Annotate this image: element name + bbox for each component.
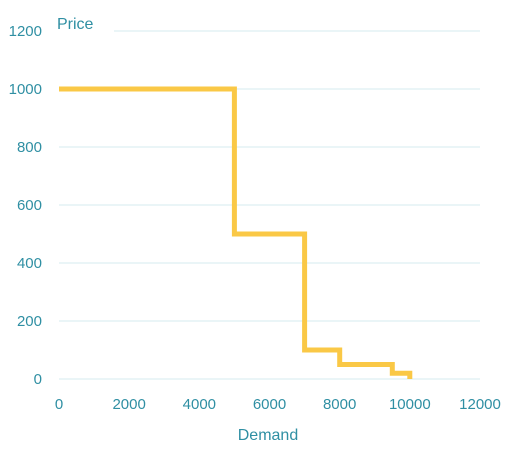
- y-axis-ticks: 0 200 400 600 800 1000 1200: [9, 23, 42, 388]
- x-tick-label: 2000: [112, 396, 145, 413]
- y-tick-label: 1200: [9, 23, 42, 40]
- y-tick-label: 800: [17, 139, 42, 156]
- y-tick-label: 600: [17, 197, 42, 214]
- gridlines: [59, 30, 480, 380]
- x-tick-label: 0: [55, 396, 63, 413]
- x-axis-title: Demand: [238, 427, 298, 444]
- series-line-0: [59, 86, 413, 379]
- x-tick-label: 12000: [459, 396, 501, 413]
- y-axis-title: Price: [57, 16, 94, 33]
- y-tick-label: 1000: [9, 81, 42, 98]
- y-tick-label: 400: [17, 255, 42, 272]
- y-tick-label: 200: [17, 313, 42, 330]
- x-tick-label: 8000: [323, 396, 356, 413]
- x-tick-label: 4000: [183, 396, 216, 413]
- x-tick-label: 10000: [389, 396, 431, 413]
- series-layer: [59, 86, 413, 379]
- x-axis-ticks: 0 2000 4000 6000 8000 10000 12000: [55, 396, 501, 413]
- y-tick-label: 0: [34, 371, 42, 388]
- x-tick-label: 6000: [253, 396, 286, 413]
